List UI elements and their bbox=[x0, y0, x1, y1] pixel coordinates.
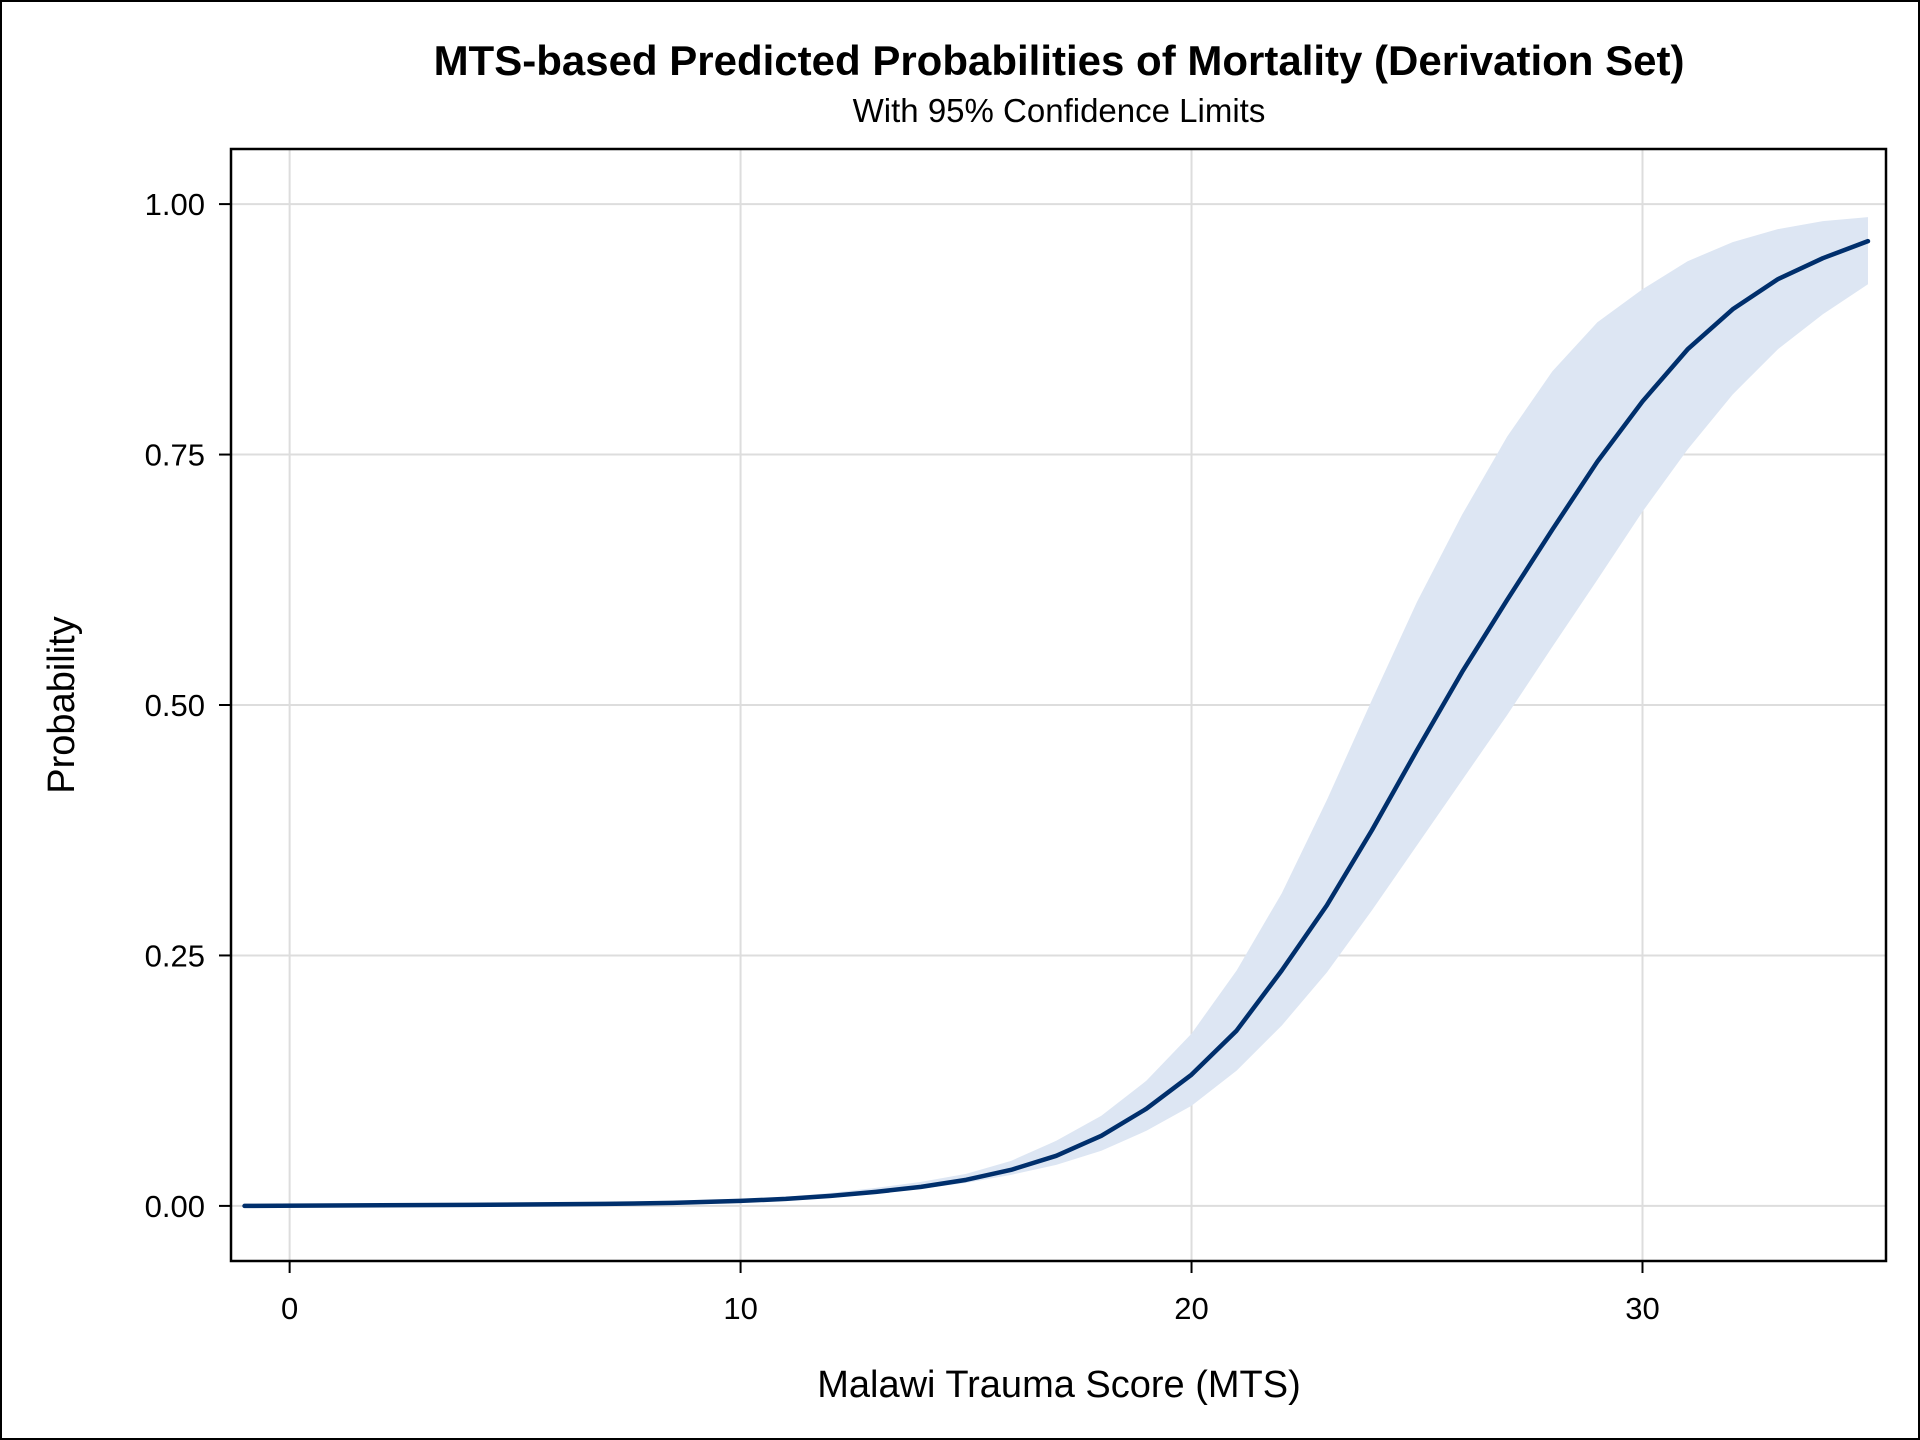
x-tick-label: 10 bbox=[723, 1291, 757, 1326]
y-tick-label: 1.00 bbox=[145, 187, 205, 222]
x-axis-ticks: 0 10 20 30 bbox=[281, 1261, 1660, 1326]
chart-subtitle: With 95% Confidence Limits bbox=[853, 92, 1266, 129]
y-tick-label: 0.75 bbox=[145, 438, 205, 473]
prediction-line-layer bbox=[242, 238, 1871, 1209]
x-axis-label: Malawi Trauma Score (MTS) bbox=[817, 1364, 1301, 1406]
y-tick-label: 0.25 bbox=[145, 938, 205, 973]
confidence-band bbox=[740, 217, 1868, 1202]
y-tick-label: 0.50 bbox=[145, 688, 205, 723]
y-tick-label: 0.00 bbox=[145, 1189, 205, 1224]
x-tick-label: 0 bbox=[281, 1291, 298, 1326]
y-axis-label: Probability bbox=[41, 616, 83, 793]
y-axis-ticks: 0.00 0.25 0.50 0.75 1.00 bbox=[145, 187, 231, 1224]
prediction-line bbox=[242, 238, 1871, 1209]
confidence-band-layer bbox=[740, 217, 1868, 1202]
x-tick-label: 20 bbox=[1174, 1291, 1208, 1326]
x-tick-label: 30 bbox=[1625, 1291, 1659, 1326]
chart-title: MTS-based Predicted Probabilities of Mor… bbox=[434, 37, 1685, 84]
